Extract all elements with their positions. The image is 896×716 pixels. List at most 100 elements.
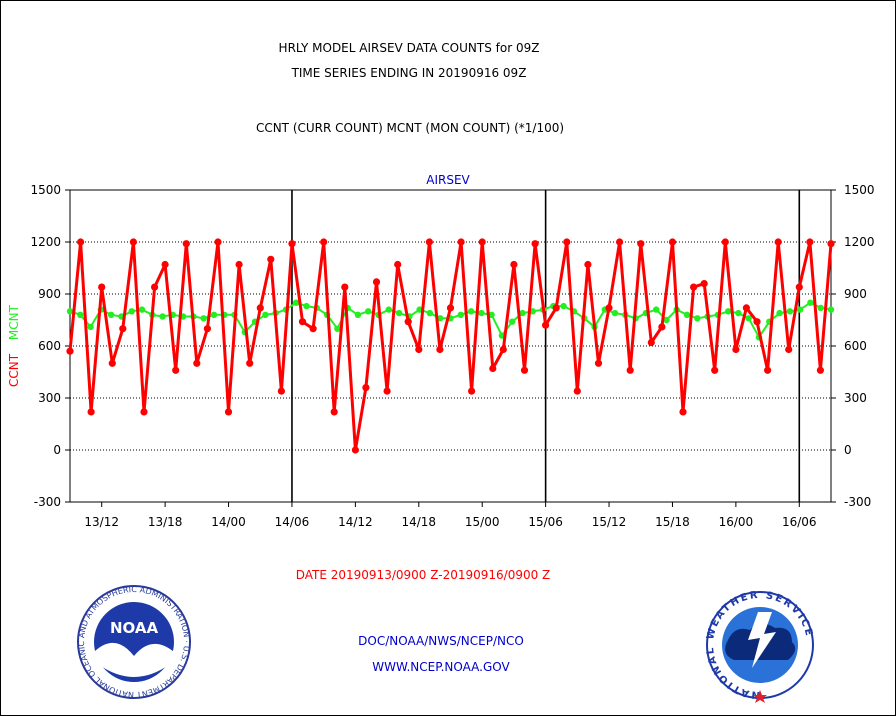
- y-axis-label-mcnt: MCNT: [7, 304, 21, 340]
- y-tick-label-left: 300: [38, 391, 61, 405]
- data-point-ccnt: [404, 318, 412, 326]
- plot-area: -300 -300 0 0 300 300 600 600 900 900 1200 1200 1500…: [30, 183, 874, 529]
- data-point-mcnt: [694, 315, 701, 322]
- data-point-ccnt: [679, 408, 687, 416]
- y-tick-label-right: 600: [844, 339, 867, 353]
- chart-subtitle: CCNT (CURR COUNT) MCNT (MON COUNT) (*1/1…: [256, 121, 564, 135]
- data-point-ccnt: [330, 408, 338, 416]
- data-point-mcnt: [735, 309, 742, 317]
- data-point-mcnt: [529, 308, 536, 315]
- data-point-ccnt: [394, 260, 402, 269]
- y-tick-label-left: 0: [53, 443, 61, 457]
- data-point-mcnt: [663, 316, 670, 324]
- svg-text:CCNT MCNT: CCNT MCNT: [7, 304, 21, 387]
- chart-title-line2: TIME SERIES ENDING IN 20190916 09Z: [291, 66, 527, 80]
- data-point-ccnt: [700, 280, 708, 288]
- data-point-ccnt: [235, 260, 243, 269]
- data-point-mcnt: [334, 325, 341, 332]
- panel-label: AIRSEV: [426, 173, 470, 187]
- data-point-ccnt: [108, 359, 116, 367]
- data-point-ccnt: [129, 238, 137, 246]
- x-tick-label: 14/18: [401, 515, 436, 529]
- y-axis-label-ccnt: CCNT: [7, 353, 21, 387]
- x-tick-label: 15/18: [655, 515, 690, 529]
- data-point-ccnt: [774, 238, 782, 246]
- data-point-ccnt: [605, 304, 613, 312]
- y-tick-label-left: -300: [34, 495, 61, 509]
- y-axis-title: CCNT MCNT: [7, 304, 21, 387]
- website-link[interactable]: WWW.NCEP.NOAA.GOV: [372, 660, 510, 674]
- data-point-mcnt: [611, 309, 619, 317]
- data-point-ccnt: [827, 240, 835, 248]
- data-point-ccnt: [552, 304, 560, 312]
- y-tick-label-right: 1500: [844, 183, 875, 197]
- data-point-mcnt: [509, 318, 516, 325]
- data-point-mcnt: [354, 311, 362, 318]
- data-point-mcnt: [653, 306, 660, 313]
- data-point-mcnt: [87, 323, 94, 331]
- data-point-mcnt: [745, 315, 752, 322]
- data-point-ccnt: [98, 283, 106, 291]
- data-point-mcnt: [262, 311, 269, 318]
- data-point-mcnt: [200, 315, 207, 322]
- data-point-ccnt: [66, 347, 74, 355]
- data-point-ccnt: [637, 240, 645, 248]
- y-tick-label-right: -300: [844, 495, 871, 509]
- y-tick-label-right: 300: [844, 391, 867, 405]
- y-tick-label-left: 1200: [30, 235, 61, 249]
- data-point-mcnt: [560, 302, 567, 310]
- data-point-ccnt: [256, 304, 264, 312]
- y-tick-label-right: 1200: [844, 235, 875, 249]
- data-point-ccnt: [425, 238, 433, 246]
- data-point-ccnt: [119, 325, 127, 333]
- data-point-ccnt: [489, 364, 497, 373]
- data-point-ccnt: [161, 260, 169, 269]
- data-point-ccnt: [77, 238, 85, 246]
- data-point-ccnt: [785, 345, 793, 354]
- y-tick-label-right: 900: [844, 287, 867, 301]
- data-point-ccnt: [510, 260, 518, 269]
- x-tick-label: 14/06: [275, 515, 310, 529]
- data-point-ccnt: [182, 240, 190, 248]
- data-point-ccnt: [542, 321, 550, 329]
- data-point-ccnt: [172, 366, 180, 374]
- chart-title-line1: HRLY MODEL AIRSEV DATA COUNTS for 09Z: [279, 41, 540, 55]
- data-point-ccnt: [446, 304, 455, 312]
- data-point-ccnt: [288, 240, 296, 248]
- data-point-ccnt: [224, 408, 233, 416]
- data-point-ccnt: [742, 304, 751, 312]
- data-point-mcnt: [365, 308, 372, 315]
- data-point-ccnt: [87, 408, 95, 416]
- x-tick-label: 15/00: [465, 515, 500, 529]
- data-point-ccnt: [531, 240, 539, 248]
- data-point-ccnt: [647, 338, 655, 347]
- data-point-ccnt: [203, 325, 211, 333]
- data-point-mcnt: [683, 311, 691, 318]
- y-tick-label-right: 0: [844, 443, 852, 457]
- data-point-mcnt: [467, 308, 475, 315]
- data-point-mcnt: [77, 311, 84, 318]
- data-point-ccnt: [753, 318, 761, 326]
- data-point-ccnt: [806, 238, 814, 246]
- data-point-ccnt: [520, 366, 529, 374]
- data-point-mcnt: [138, 306, 146, 313]
- data-point-mcnt: [385, 306, 392, 313]
- data-point-ccnt: [594, 359, 603, 367]
- x-tick-label: 15/12: [592, 515, 627, 529]
- data-point-ccnt: [795, 283, 803, 291]
- x-tick-label: 13/18: [148, 515, 183, 529]
- data-point-mcnt: [303, 302, 310, 310]
- data-point-mcnt: [107, 311, 115, 318]
- data-point-ccnt: [668, 238, 677, 246]
- data-point-ccnt: [309, 325, 317, 333]
- data-point-ccnt: [563, 238, 571, 246]
- org-label: DOC/NOAA/NWS/NCEP/NCO: [358, 634, 524, 648]
- x-tick-label: 14/00: [211, 515, 246, 529]
- data-point-mcnt: [817, 304, 824, 312]
- data-point-mcnt: [478, 309, 485, 317]
- data-point-ccnt: [584, 260, 592, 269]
- data-point-mcnt: [457, 311, 464, 318]
- x-tick-label: 14/12: [338, 515, 373, 529]
- data-point-ccnt: [721, 238, 729, 246]
